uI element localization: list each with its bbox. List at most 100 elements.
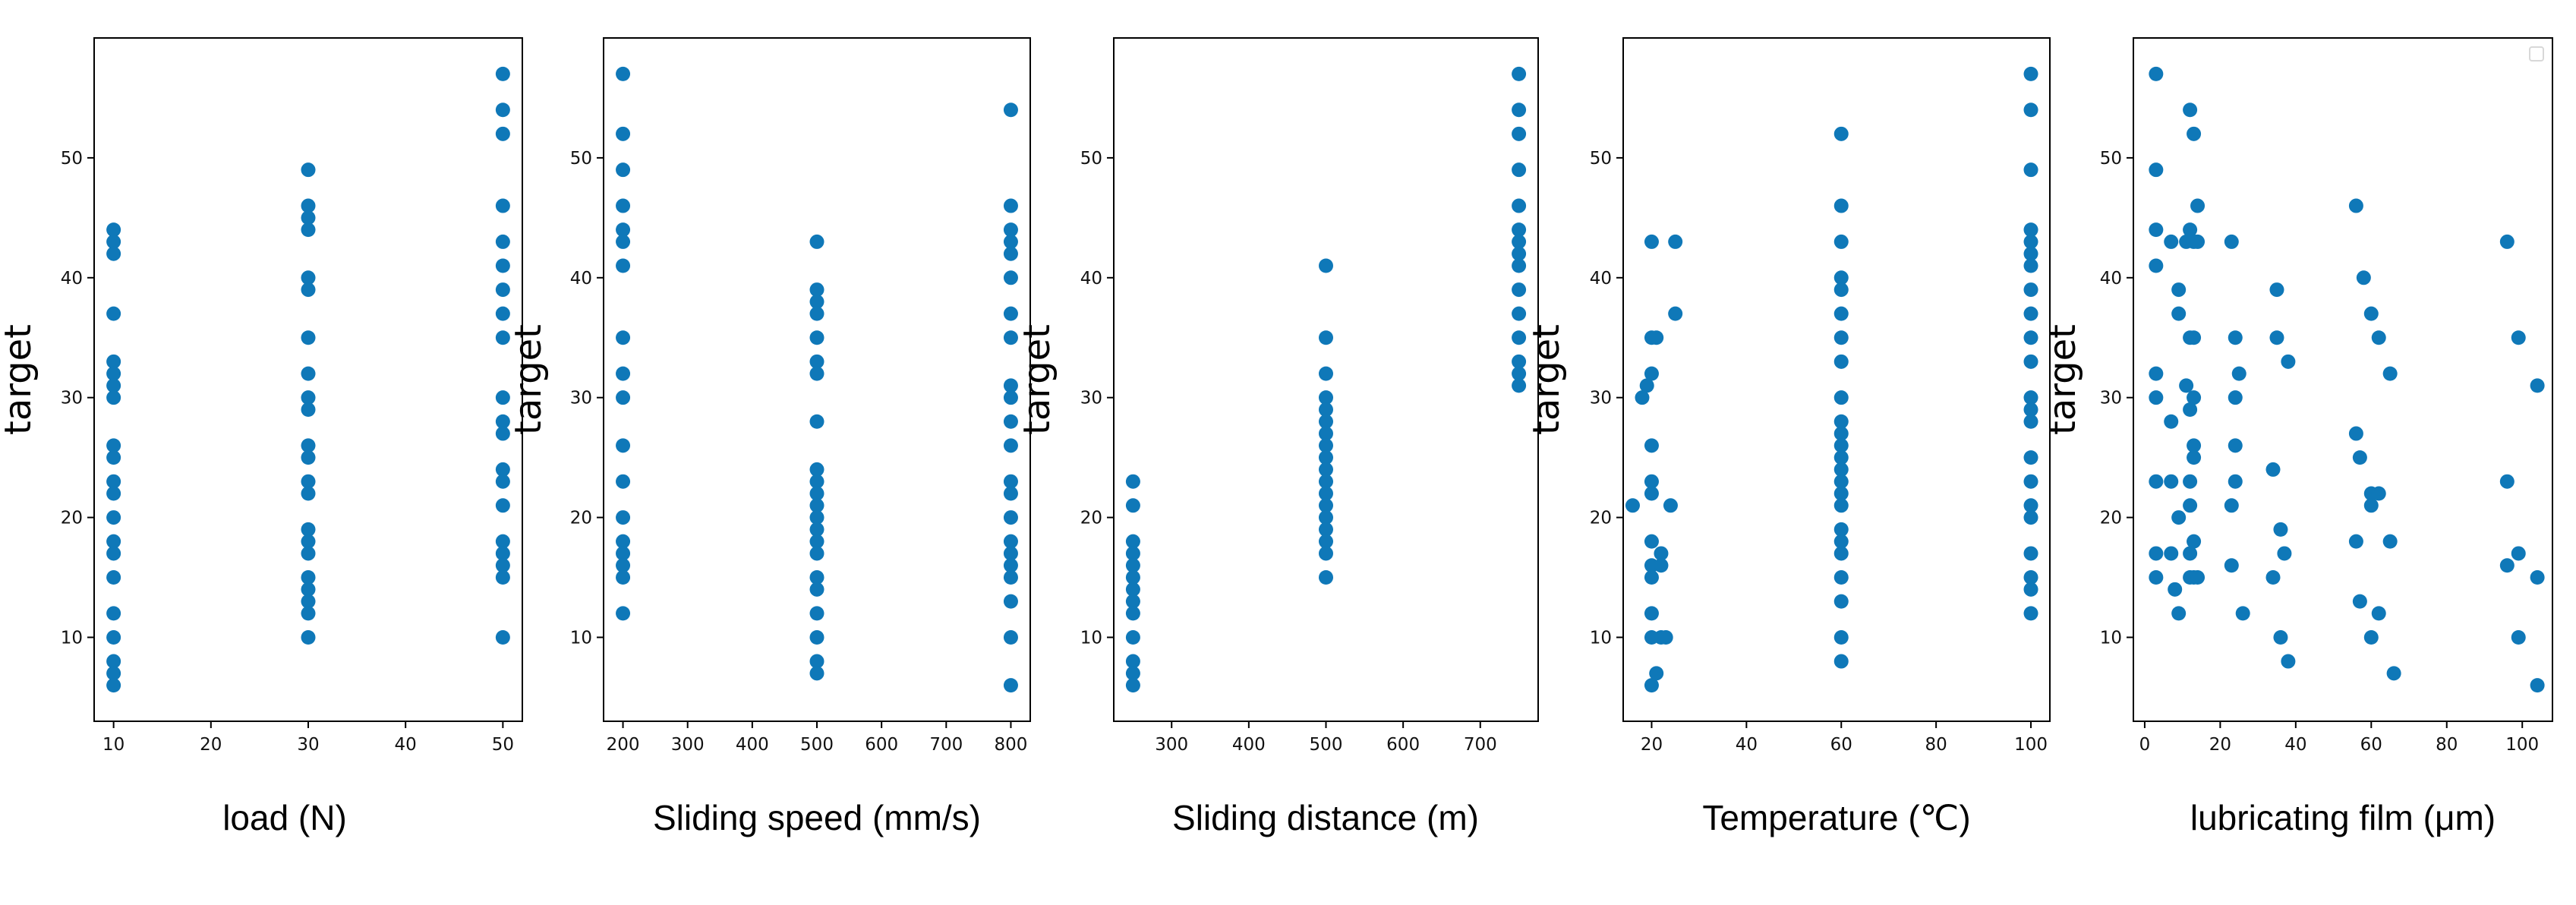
- data-point: [2023, 258, 2038, 273]
- data-point: [2363, 306, 2379, 321]
- data-point: [2164, 234, 2179, 249]
- data-point: [2382, 534, 2398, 549]
- data-point: [2164, 414, 2179, 429]
- data-point: [1663, 498, 1678, 513]
- y-tick-label: 10: [1590, 628, 1612, 648]
- data-point: [1512, 162, 1527, 178]
- scatter-panel-2: 10 20 30 40 50 200 300 400 500 600 700 800 target Sli…: [507, 37, 1031, 837]
- data-point: [616, 162, 631, 178]
- x-tick-label: 200: [607, 735, 640, 755]
- data-point: [1319, 534, 1333, 549]
- data-point: [301, 450, 316, 465]
- data-point: [495, 282, 510, 298]
- data-point: [1644, 234, 1659, 249]
- x-tick-label: 40: [395, 735, 417, 755]
- data-point: [2023, 510, 2038, 525]
- data-point: [2023, 390, 2038, 405]
- data-point: [106, 306, 121, 321]
- x-tick-label: 500: [1310, 735, 1343, 755]
- data-point: [1319, 498, 1333, 513]
- data-point: [2190, 570, 2206, 585]
- data-point: [1003, 474, 1018, 489]
- data-point: [2511, 629, 2526, 645]
- data-point: [809, 629, 825, 645]
- data-point: [1125, 594, 1140, 609]
- x-tick-label: 20: [200, 735, 222, 755]
- data-point: [809, 330, 825, 345]
- y-tick-label: 50: [1590, 149, 1612, 169]
- data-point: [809, 534, 825, 549]
- data-point: [106, 654, 121, 669]
- data-point: [301, 582, 316, 597]
- x-tick-label: 40: [1736, 735, 1758, 755]
- data-point: [1125, 678, 1140, 693]
- data-point: [2149, 474, 2164, 489]
- data-point: [301, 270, 316, 285]
- data-point: [616, 234, 631, 249]
- data-point: [1654, 546, 1669, 561]
- data-point: [2224, 558, 2239, 573]
- data-point: [1003, 378, 1018, 393]
- data-point: [616, 126, 631, 141]
- data-point: [106, 354, 121, 369]
- y-tick-label: 10: [570, 628, 592, 648]
- data-point: [495, 414, 510, 429]
- x-tick-label: 400: [1232, 735, 1266, 755]
- data-point: [301, 390, 316, 405]
- data-point: [2190, 234, 2206, 249]
- data-point: [2352, 450, 2367, 465]
- data-point: [2023, 282, 2038, 298]
- data-point: [2265, 462, 2281, 477]
- data-point: [106, 366, 121, 381]
- x-tick-label: 0: [2139, 735, 2151, 755]
- data-point: [106, 666, 121, 681]
- data-point: [2382, 366, 2398, 381]
- data-point: [2235, 606, 2250, 621]
- data-point: [1125, 546, 1140, 561]
- data-point: [495, 102, 510, 118]
- data-point: [301, 474, 316, 489]
- data-point: [2187, 126, 2202, 141]
- data-point: [495, 390, 510, 405]
- data-point: [809, 498, 825, 513]
- y-tick-label: 40: [1590, 269, 1612, 289]
- data-point: [2023, 306, 2038, 321]
- data-point: [1125, 534, 1140, 549]
- data-point: [2149, 66, 2164, 81]
- data-point: [1003, 390, 1018, 405]
- data-point: [2023, 354, 2038, 369]
- y-tick-label: 20: [1080, 509, 1102, 528]
- data-point: [809, 546, 825, 561]
- data-point: [106, 450, 121, 465]
- data-point: [1639, 378, 1654, 393]
- x-tick-label: 800: [995, 735, 1028, 755]
- x-axis-label: lubricating film (μm): [2190, 798, 2496, 837]
- data-point: [1644, 438, 1659, 453]
- plot-frame: [2133, 37, 2553, 722]
- data-point: [616, 558, 631, 573]
- x-tick-label: 100: [2014, 735, 2048, 755]
- data-point: [1003, 678, 1018, 693]
- data-point: [1003, 330, 1018, 345]
- data-point: [2171, 282, 2187, 298]
- data-point: [809, 294, 825, 309]
- data-point: [1319, 258, 1333, 273]
- x-tick-label: 700: [929, 735, 963, 755]
- x-axis-label: load (N): [222, 798, 347, 837]
- data-point: [1125, 629, 1140, 645]
- y-tick-label: 30: [1080, 389, 1102, 408]
- data-point: [2511, 546, 2526, 561]
- y-tick-label: 30: [61, 389, 83, 408]
- data-point: [106, 378, 121, 393]
- data-point: [1833, 534, 1849, 549]
- data-point: [1003, 594, 1018, 609]
- y-axis-label: target: [1016, 324, 1058, 435]
- data-point: [2371, 606, 2386, 621]
- data-point: [106, 570, 121, 585]
- data-point: [616, 198, 631, 213]
- data-point: [1833, 270, 1849, 285]
- data-point: [1125, 654, 1140, 669]
- data-point: [2171, 510, 2187, 525]
- x-tick-label: 30: [297, 735, 319, 755]
- data-point: [2228, 438, 2243, 453]
